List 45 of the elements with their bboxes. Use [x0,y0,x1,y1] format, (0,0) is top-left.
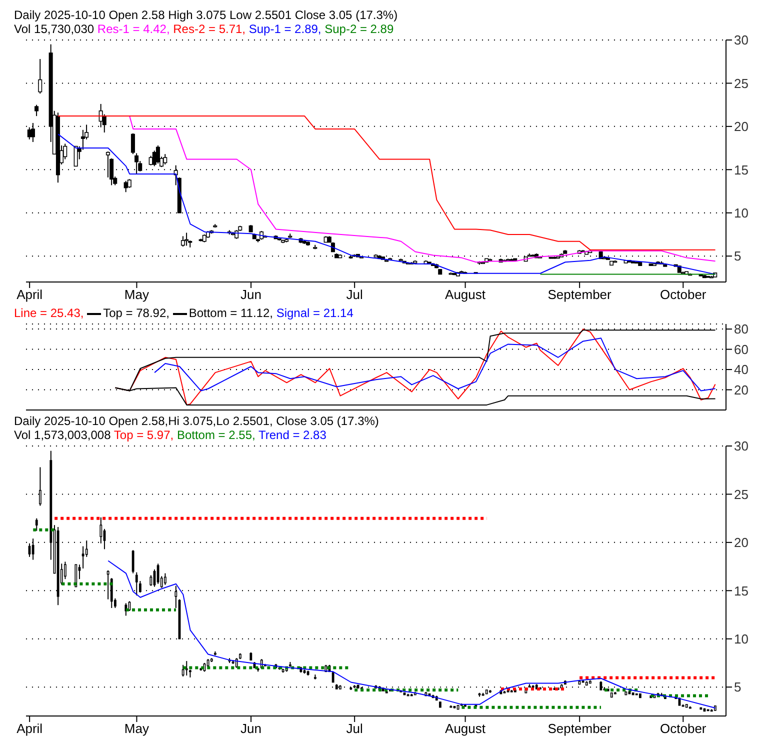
text: Sup-1 = 2.89, [248,22,322,36]
x-tick-label: Jun [240,721,262,736]
y-tick-label: 20 [734,382,748,398]
y-tick-label: 25 [734,76,748,91]
legend-label: Top = 78.92, [103,306,170,320]
y-tick-label: 25 [734,486,748,502]
text: Res-1 = 4.42, [97,22,170,36]
y-tick-label: 5 [734,680,742,695]
text: Top = 5.97, [114,428,174,442]
text: Bottom = 2.55, [176,428,256,442]
text: Line = 25.43, [14,306,84,320]
x-tick-label: October [660,287,707,302]
x-tick-label: April [16,721,43,736]
y-tick-label: 20 [734,119,748,134]
y-tick-label: 80 [734,322,748,337]
y-tick-label: 10 [734,205,748,220]
x-tick-label: May [124,287,150,302]
y-tick-label: 30 [734,438,748,454]
y-tick-label: 5 [734,248,742,264]
y-tick-label: 60 [734,342,748,357]
chart-title: Daily 2025-10-10 Open 2.58,Hi 3.075,Lo 2.5501, Close 3.05 (17.3%) [14,414,379,428]
x-tick-label: May [124,721,150,736]
chart-title: Daily 2025-10-10 Open 2.58 High 3.075 Low 2.5501 Close 3.05 (17.3%) [14,8,398,22]
chart-subtitle: Vol 1,573,003,008 [14,428,112,442]
x-tick-label: Jul [346,287,363,302]
x-tick-label: August [445,287,486,302]
y-tick-label: 15 [734,583,748,598]
legend-label: Bottom = 11.12, [188,306,273,320]
text: Signal = 21.14 [276,306,354,320]
y-tick-label: 20 [734,535,748,550]
x-tick-label: Jun [240,287,262,302]
x-tick-label: September [548,721,612,736]
y-tick-label: 15 [734,162,748,178]
y-tick-label: 40 [734,362,748,378]
text: Trend = 2.83 [258,428,326,442]
chart-subtitle: Vol 15,730,030 [14,22,96,36]
text: Sup-2 = 2.89 [324,22,394,36]
y-tick-label: 30 [734,32,748,48]
x-tick-label: October [660,721,707,736]
x-tick-label: Jul [346,721,363,736]
x-tick-label: September [548,287,612,302]
x-tick-label: April [16,287,43,302]
x-tick-label: August [445,721,486,736]
y-tick-label: 10 [734,631,748,646]
text: Res-2 = 5.71, [173,22,246,36]
